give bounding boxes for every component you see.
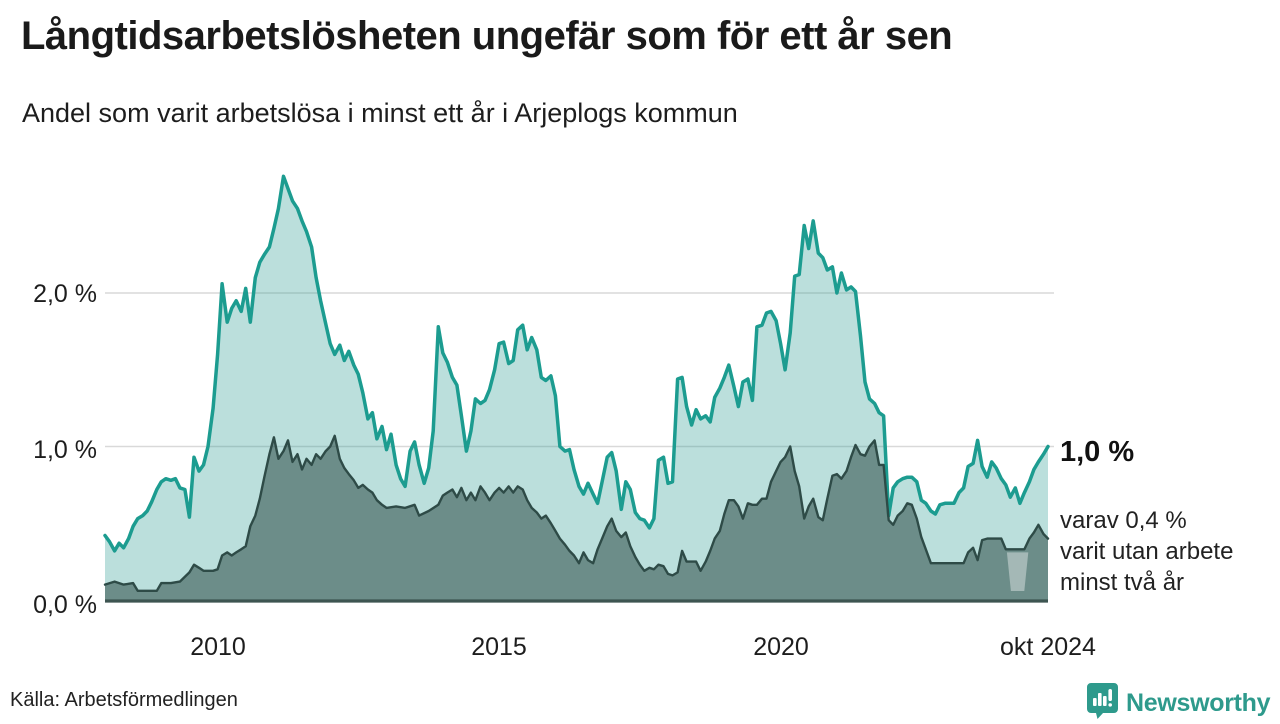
sub-series-line: [103, 434, 1050, 592]
page-subtitle: Andel som varit arbetslösa i minst ett å…: [22, 98, 738, 128]
source-attribution: Källa: Arbetsförmedlingen: [10, 689, 238, 711]
newsworthy-logo-icon: [1086, 682, 1119, 724]
sub-series-annotation: varav 0,4 % varit utan arbete minst två …: [1060, 505, 1275, 598]
main-series-line: [103, 174, 1050, 553]
sub-series-annotation-line3: minst två år: [1060, 569, 1185, 596]
y-tick-0-0: 0,0 %: [33, 591, 97, 619]
x-tick-2010: 2010: [190, 633, 246, 661]
x-tick-okt-2024: okt 2024: [1000, 633, 1096, 661]
sub-series-area: [105, 435, 1048, 600]
sub-series-annotation-line1: varav 0,4 %: [1060, 507, 1187, 534]
sub-series-annotation-line2: varit utan arbete: [1060, 538, 1234, 565]
y-tick-1-0: 1,0 %: [33, 436, 97, 464]
y-tick-2-0: 2,0 %: [33, 280, 97, 308]
x-tick-2015: 2015: [471, 633, 527, 661]
newsworthy-logo-text: Newsworthy: [1126, 688, 1271, 717]
x-tick-2020: 2020: [753, 633, 809, 661]
newsworthy-logo: Newsworthy: [1086, 682, 1271, 724]
series-end-value-label: 1,0 %: [1060, 436, 1135, 468]
recent-period-notch: [1006, 552, 1029, 591]
page-title: Långtidsarbetslösheten ungefär som för e…: [21, 14, 953, 58]
